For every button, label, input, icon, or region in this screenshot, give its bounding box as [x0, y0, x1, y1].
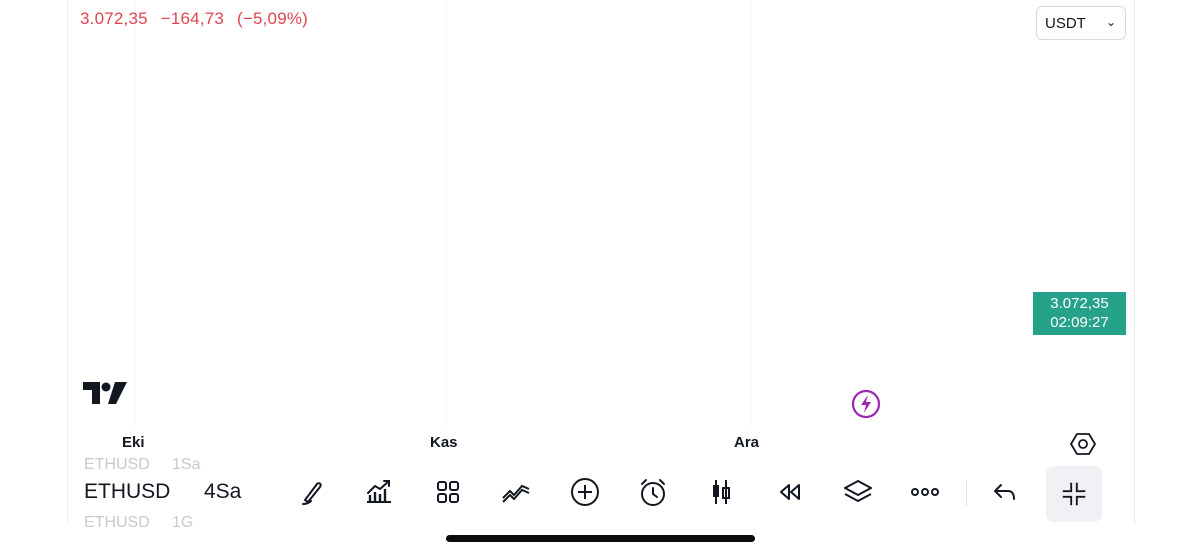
price-chart[interactable]: 5.200,004.400,003.900,003.500,002.700,00…: [68, 0, 1134, 460]
symbol-name[interactable]: ETHUSD: [84, 480, 171, 503]
time-axis-label-nov: Kas: [430, 434, 458, 451]
more-button[interactable]: [907, 474, 943, 510]
brush-icon: [302, 482, 322, 505]
indicators-button[interactable]: [361, 474, 397, 510]
object-tree-button[interactable]: [840, 474, 876, 510]
price-change: −164,73: [160, 9, 225, 28]
interval-select[interactable]: 4Sa: [204, 480, 242, 503]
current-price-tag: 3.072,35 02:09:27: [1033, 292, 1126, 335]
time-axis-label-oct: Eki: [122, 434, 145, 451]
more-icon: [911, 488, 939, 496]
home-indicator: [446, 535, 755, 542]
layout-grid-icon: [437, 481, 459, 503]
toolbar-divider: [966, 480, 967, 506]
chevron-down-icon: ⌄: [1105, 15, 1116, 29]
last-price: 3.072,35: [80, 9, 148, 28]
price-change-percent: (−5,09%): [236, 9, 309, 28]
collapse-icon: [1062, 482, 1086, 506]
current-price-value: 3.072,35: [1050, 295, 1109, 312]
tradingview-logo-icon: [83, 382, 127, 404]
add-button[interactable]: [567, 474, 603, 510]
bar-countdown: 02:09:27: [1050, 314, 1109, 331]
candles-icon: [713, 480, 730, 504]
time-axis-label-dec: Ara: [734, 434, 760, 451]
indicators-icon: [367, 480, 391, 503]
replay-icon: [780, 484, 800, 500]
settings-icon[interactable]: [1070, 431, 1096, 457]
undo-icon: [994, 484, 1015, 500]
replay-button[interactable]: [771, 474, 807, 510]
currency-select[interactable]: USDT ⌄: [1036, 6, 1126, 40]
undo-button[interactable]: [987, 474, 1023, 510]
layers-icon: [844, 480, 872, 502]
bottom-toolbar: ETHUSD 1Sa ETHUSD 4Sa ETHUSD 1G: [67, 456, 1133, 531]
flash-icon[interactable]: [851, 389, 881, 419]
alert-button[interactable]: [635, 474, 671, 510]
alarm-icon: [641, 479, 665, 506]
symbol-scroll-below: ETHUSD 1G: [84, 514, 194, 531]
drawing-tools-button[interactable]: [498, 474, 534, 510]
add-icon: [571, 478, 599, 506]
currency-value: USDT: [1045, 14, 1086, 32]
chart-pane[interactable]: 5.200,004.400,003.900,003.500,002.700,00…: [67, 0, 1135, 525]
brush-button[interactable]: [295, 474, 331, 510]
trend-line-icon: [502, 484, 530, 503]
chart-type-button[interactable]: [703, 474, 739, 510]
symbol-scroll-above: ETHUSD 1Sa: [84, 456, 201, 473]
fullscreen-button[interactable]: [1046, 466, 1102, 522]
price-change-header: 3.072,35 −164,73 (−5,09%): [80, 9, 316, 29]
layout-button[interactable]: [430, 474, 466, 510]
